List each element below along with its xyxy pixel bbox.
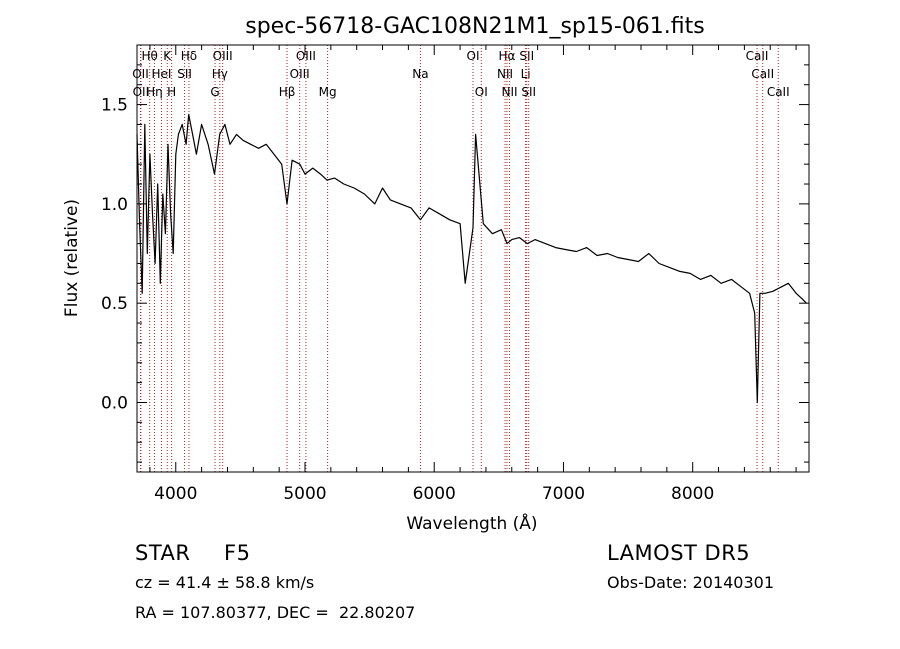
marker-label-12: Hγ [212, 67, 228, 81]
x-tick-label-3: 7000 [542, 484, 585, 504]
marker-label-23: Na [412, 67, 428, 81]
marker-label-3: OIII [213, 49, 233, 63]
x-tick-label-4: 8000 [671, 484, 714, 504]
marker-label-25: NII [502, 85, 518, 99]
marker-label-1: K [163, 49, 172, 63]
marker-label-11: SII [177, 67, 192, 81]
object-class: STAR [135, 541, 191, 565]
marker-label-2: Hδ [181, 49, 197, 63]
y-tick-label-2: 1.0 [101, 195, 128, 215]
survey-name: LAMOST DR5 [607, 541, 751, 565]
spectrum-line [136, 113, 807, 404]
marker-label-18: Hη [146, 85, 163, 99]
marker-label-6: Hα [499, 49, 516, 63]
x-tick-label-1: 5000 [283, 484, 326, 504]
marker-label-19: H [167, 85, 176, 99]
marker-label-15: Li [521, 67, 531, 81]
marker-label-10: HeI [151, 67, 171, 81]
marker-label-26: SII [521, 85, 536, 99]
axis-ticks: 4000 5000 6000 7000 8000 0.0 0.5 1.0 1.5 [101, 45, 809, 504]
y-axis-label: Flux (relative) [62, 199, 82, 317]
marker-label-9: OII [132, 67, 149, 81]
coordinates: RA = 107.80377, DEC = 22.80207 [135, 603, 416, 622]
marker-label-4: OIII [296, 49, 316, 63]
marker-label-5: OI [467, 49, 480, 63]
marker-label-0: Hθ [141, 49, 157, 63]
chart-title: spec-56718-GAC108N21M1_sp15-061.fits [245, 14, 705, 39]
x-axis-label: Wavelength (Å) [406, 512, 537, 534]
marker-label-16: CaII [751, 67, 774, 81]
observation-date: Obs-Date: 20140301 [607, 573, 775, 592]
marker-label-24: OI [475, 85, 488, 99]
marker-label-7: SII [519, 49, 534, 63]
marker-label-27: CaII [767, 85, 790, 99]
y-tick-label-1: 0.5 [101, 294, 128, 314]
marker-label-8: CaII [746, 49, 769, 63]
marker-label-13: OIII [290, 67, 310, 81]
x-tick-label-2: 6000 [413, 484, 456, 504]
plot-frame [136, 44, 810, 473]
redshift-value: cz = 41.4 ± 58.8 km/s [135, 573, 315, 592]
object-subclass: F5 [224, 541, 251, 565]
x-tick-label-0: 4000 [154, 484, 197, 504]
marker-label-20: G [210, 85, 219, 99]
marker-label-21: Hβ [279, 85, 296, 99]
y-tick-label-0: 0.0 [101, 393, 128, 413]
y-tick-label-3: 1.5 [101, 96, 128, 116]
marker-label-22: Mg [319, 85, 337, 99]
marker-label-14: NII [497, 67, 513, 81]
spectrum-series [136, 113, 807, 404]
